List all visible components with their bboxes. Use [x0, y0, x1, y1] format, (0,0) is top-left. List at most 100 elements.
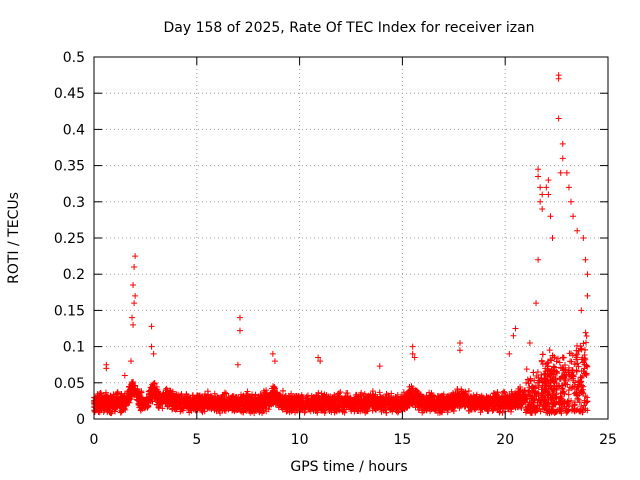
data-point [277, 396, 284, 403]
data-point [166, 398, 173, 405]
data-point [580, 367, 587, 374]
data-point [563, 169, 570, 176]
data-point [399, 397, 406, 404]
data-point [582, 329, 589, 336]
data-point [186, 401, 193, 408]
data-point [565, 391, 572, 398]
data-point [535, 396, 542, 403]
data-point [548, 357, 555, 364]
data-point [523, 366, 530, 373]
data-point [578, 356, 585, 363]
data-point [568, 397, 575, 404]
data-point [271, 358, 278, 365]
data-point [187, 400, 194, 407]
data-point [367, 398, 374, 405]
data-point [545, 400, 552, 407]
data-point [510, 332, 517, 339]
data-point [580, 390, 587, 397]
data-point [534, 405, 541, 412]
data-point [552, 375, 559, 382]
data-point [470, 392, 477, 399]
data-point [475, 399, 482, 406]
data-point [176, 401, 183, 408]
data-point [465, 387, 472, 394]
data-point [584, 407, 591, 414]
data-point [177, 400, 184, 407]
data-point [332, 397, 339, 404]
data-point [404, 394, 411, 401]
data-point [94, 405, 101, 412]
x-axis-label: GPS time / hours [290, 459, 407, 475]
data-point [288, 390, 295, 397]
data-point [357, 391, 364, 398]
data-point [541, 371, 548, 378]
data-point [584, 363, 591, 370]
data-point [551, 378, 558, 385]
data-point [137, 393, 144, 400]
data-point [553, 368, 560, 375]
data-point [565, 184, 572, 191]
data-point [547, 213, 554, 220]
data-point [510, 398, 517, 405]
data-point [223, 404, 230, 411]
data-point [386, 394, 393, 401]
data-point [535, 256, 542, 263]
data-point [301, 409, 308, 416]
data-point [559, 373, 566, 380]
data-point [118, 391, 125, 398]
data-point [234, 361, 241, 368]
data-point [512, 390, 519, 397]
data-point [565, 364, 572, 371]
data-point [541, 382, 548, 389]
data-point [154, 395, 161, 402]
data-point [254, 405, 261, 412]
data-point [515, 397, 522, 404]
data-point [550, 392, 557, 399]
data-point [555, 75, 562, 82]
data-point [263, 397, 270, 404]
data-point [111, 405, 118, 412]
data-point [172, 397, 179, 404]
data-point [526, 401, 533, 408]
data-point [559, 155, 566, 162]
data-point [574, 342, 581, 349]
data-point [530, 369, 537, 376]
data-point [438, 406, 445, 413]
data-point [406, 391, 413, 398]
data-point [130, 282, 137, 289]
data-point [270, 388, 277, 395]
data-point [286, 395, 293, 402]
data-point [539, 191, 546, 198]
data-point [579, 408, 586, 415]
data-point [527, 377, 534, 384]
data-point [584, 292, 591, 299]
data-point [566, 350, 573, 357]
data-point [531, 377, 538, 384]
data-point [563, 372, 570, 379]
data-point [478, 401, 485, 408]
data-point [178, 391, 185, 398]
data-point [553, 358, 560, 365]
data-point [265, 406, 272, 413]
data-point [225, 400, 232, 407]
data-point [222, 400, 229, 407]
data-point [572, 361, 579, 368]
y-axis-label: ROTI / TECUs [6, 192, 22, 284]
data-point [548, 396, 555, 403]
data-point [326, 396, 333, 403]
data-point [541, 402, 548, 409]
data-point [336, 392, 343, 399]
data-point [514, 403, 521, 410]
data-point [571, 402, 578, 409]
data-point [283, 408, 290, 415]
data-point [539, 351, 546, 358]
data-point [127, 396, 134, 403]
data-point [196, 392, 203, 399]
data-point [569, 352, 576, 359]
data-point [217, 400, 224, 407]
data-point [344, 402, 351, 409]
data-point [155, 399, 162, 406]
data-point [376, 363, 383, 370]
data-point [571, 383, 578, 390]
data-point [575, 381, 582, 388]
